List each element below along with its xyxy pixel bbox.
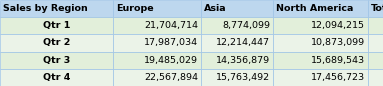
- Bar: [201, 52, 273, 69]
- Bar: [201, 34, 273, 52]
- Bar: [0, 52, 113, 69]
- Text: 12,094,215: 12,094,215: [311, 21, 365, 30]
- Bar: [273, 0, 368, 17]
- Text: 17,456,723: 17,456,723: [311, 73, 365, 82]
- Bar: [0, 17, 113, 34]
- Bar: [368, 0, 383, 17]
- Bar: [273, 34, 368, 52]
- Bar: [113, 52, 201, 69]
- Text: Qtr 1: Qtr 1: [43, 21, 70, 30]
- Bar: [368, 17, 383, 34]
- Text: Qtr 2: Qtr 2: [43, 39, 70, 47]
- Bar: [368, 52, 383, 69]
- Text: North America: North America: [276, 4, 354, 13]
- Bar: [368, 34, 383, 52]
- Text: 14,356,879: 14,356,879: [216, 56, 270, 65]
- Text: 15,763,492: 15,763,492: [216, 73, 270, 82]
- Text: 8,774,099: 8,774,099: [222, 21, 270, 30]
- Bar: [368, 69, 383, 86]
- Bar: [273, 69, 368, 86]
- Text: Sales by Region: Sales by Region: [3, 4, 88, 13]
- Bar: [113, 17, 201, 34]
- Text: Qtr 3: Qtr 3: [43, 56, 70, 65]
- Bar: [113, 69, 201, 86]
- Text: 22,567,894: 22,567,894: [144, 73, 198, 82]
- Text: 12,214,447: 12,214,447: [216, 39, 270, 47]
- Bar: [273, 52, 368, 69]
- Text: 17,987,034: 17,987,034: [144, 39, 198, 47]
- Text: 10,873,099: 10,873,099: [311, 39, 365, 47]
- Text: 15,689,543: 15,689,543: [311, 56, 365, 65]
- Text: 21,704,714: 21,704,714: [144, 21, 198, 30]
- Bar: [201, 0, 273, 17]
- Bar: [113, 0, 201, 17]
- Text: Asia: Asia: [204, 4, 227, 13]
- Bar: [0, 69, 113, 86]
- Bar: [201, 17, 273, 34]
- Text: Total: Total: [371, 4, 383, 13]
- Text: 19,485,029: 19,485,029: [144, 56, 198, 65]
- Bar: [201, 69, 273, 86]
- Text: Europe: Europe: [116, 4, 154, 13]
- Bar: [0, 34, 113, 52]
- Bar: [113, 34, 201, 52]
- Text: Qtr 4: Qtr 4: [43, 73, 70, 82]
- Bar: [0, 0, 113, 17]
- Bar: [273, 17, 368, 34]
